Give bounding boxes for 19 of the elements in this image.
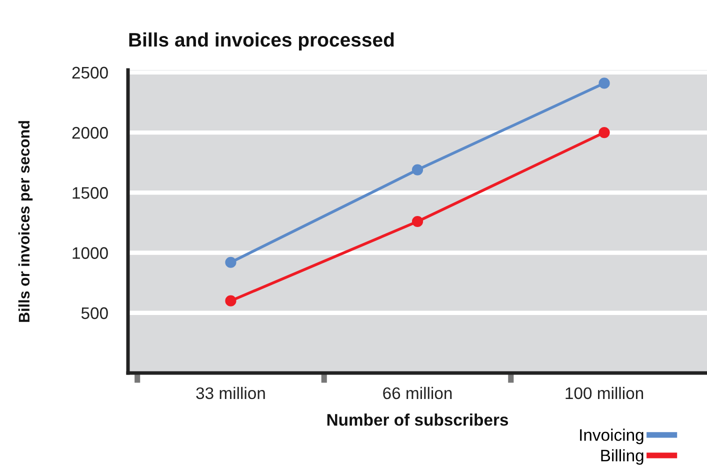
legend-label: Invoicing <box>580 428 644 444</box>
point <box>225 295 236 306</box>
y-axis-title: Bills or invoices per second <box>18 121 33 322</box>
point <box>412 216 424 228</box>
x-tick-label: 33 million <box>196 386 265 400</box>
x-tick-label: 66 million <box>383 386 452 400</box>
y-tick-label: 500 <box>81 307 108 320</box>
x-axis-title: Number of subscribers <box>327 414 508 426</box>
y-tick-label: 2000 <box>72 126 108 139</box>
x-tick-label: 100 million <box>566 386 644 400</box>
point <box>412 164 424 176</box>
point <box>598 126 610 138</box>
point <box>225 256 236 268</box>
chart-title: Bills and invoices processed <box>129 32 394 51</box>
point <box>598 78 610 89</box>
y-tick-label: 2500 <box>72 66 108 79</box>
y-tick-label: 1500 <box>72 187 108 199</box>
legend-label: Billing <box>601 449 644 465</box>
y-tick-label: 1000 <box>72 247 108 259</box>
